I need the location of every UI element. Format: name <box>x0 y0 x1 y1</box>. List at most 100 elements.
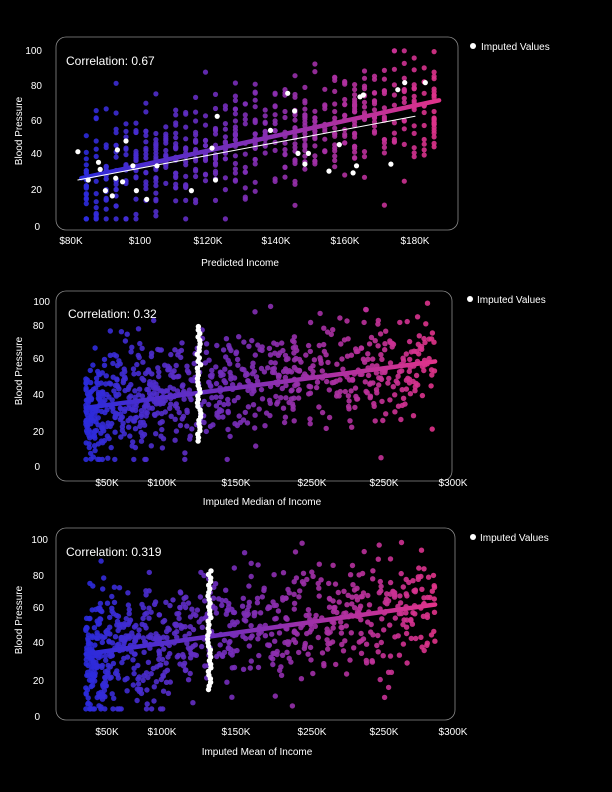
data-point <box>340 648 347 654</box>
data-point <box>289 703 296 709</box>
data-point <box>401 141 407 147</box>
data-point <box>197 594 204 600</box>
data-point <box>190 643 196 650</box>
data-point <box>122 406 128 412</box>
data-point <box>151 379 157 385</box>
data-point <box>111 599 118 606</box>
data-point <box>117 411 124 417</box>
data-point <box>179 416 185 422</box>
data-point <box>242 121 248 127</box>
data-point <box>369 363 375 369</box>
data-point <box>401 617 407 623</box>
data-point <box>370 632 376 638</box>
data-point <box>276 630 283 636</box>
data-point <box>251 388 257 394</box>
data-point <box>162 362 168 368</box>
data-point <box>312 153 318 159</box>
data-point <box>376 542 382 548</box>
data-point <box>330 562 336 568</box>
data-point <box>203 349 210 355</box>
data-point <box>128 349 134 355</box>
data-point <box>302 100 308 106</box>
data-point <box>123 134 129 140</box>
data-point <box>123 633 129 639</box>
data-point <box>216 399 223 406</box>
data-point <box>242 164 248 170</box>
data-point <box>246 343 252 349</box>
data-point <box>108 652 115 659</box>
data-point <box>270 599 276 605</box>
data-point <box>381 136 387 143</box>
data-point <box>220 347 227 353</box>
data-point <box>411 55 417 61</box>
data-point <box>241 339 247 345</box>
data-point <box>210 595 217 601</box>
data-point <box>233 349 240 355</box>
data-point <box>304 630 310 637</box>
data-point <box>283 595 289 601</box>
data-point <box>346 398 352 404</box>
data-point <box>124 331 130 337</box>
data-point <box>118 329 125 335</box>
data-point <box>419 644 425 650</box>
data-point <box>173 623 179 629</box>
data-point <box>203 428 209 435</box>
data-point <box>332 75 338 81</box>
data-point <box>291 591 297 597</box>
data-point <box>344 602 350 608</box>
data-point <box>272 90 278 96</box>
data-point <box>366 602 373 608</box>
data-point <box>252 81 258 87</box>
data-point <box>93 191 99 197</box>
data-point <box>322 86 328 92</box>
data-point <box>209 367 215 374</box>
data-point <box>103 142 109 148</box>
data-point <box>397 319 403 326</box>
data-point <box>85 695 91 701</box>
data-point <box>202 113 209 119</box>
data-point <box>256 631 262 637</box>
panel-frame <box>55 36 459 231</box>
data-point <box>302 112 308 118</box>
data-point <box>133 148 139 154</box>
data-point <box>267 352 274 358</box>
x-tick-label: $250K <box>370 478 399 489</box>
data-point <box>115 675 122 681</box>
data-point <box>431 127 437 133</box>
data-point <box>358 650 365 656</box>
data-point <box>153 179 159 185</box>
data-point <box>153 198 159 204</box>
data-point <box>143 139 149 145</box>
imputed-point <box>130 163 136 169</box>
data-point <box>234 356 241 363</box>
data-point <box>272 616 278 622</box>
data-point <box>212 168 219 174</box>
data-point <box>123 616 129 622</box>
data-point <box>288 388 294 394</box>
data-point <box>146 605 152 611</box>
data-point <box>148 706 155 712</box>
data-point <box>83 195 89 201</box>
data-point <box>153 183 159 189</box>
data-point <box>252 179 258 185</box>
data-point <box>279 652 286 658</box>
data-point <box>285 641 291 647</box>
data-point <box>421 65 427 71</box>
data-point <box>392 409 398 415</box>
data-point <box>122 387 128 394</box>
imputed-point <box>395 87 401 93</box>
imputed-point <box>113 175 119 181</box>
imputed-point <box>388 161 394 167</box>
data-point <box>193 158 199 164</box>
data-point <box>370 356 376 362</box>
data-point <box>90 658 97 664</box>
data-point <box>252 425 258 431</box>
data-point <box>157 388 163 394</box>
data-point <box>280 405 287 411</box>
data-point <box>182 624 188 630</box>
data-point <box>161 646 167 652</box>
data-point <box>292 112 298 118</box>
data-point <box>242 151 248 157</box>
data-point <box>374 642 380 649</box>
data-point <box>130 634 137 640</box>
